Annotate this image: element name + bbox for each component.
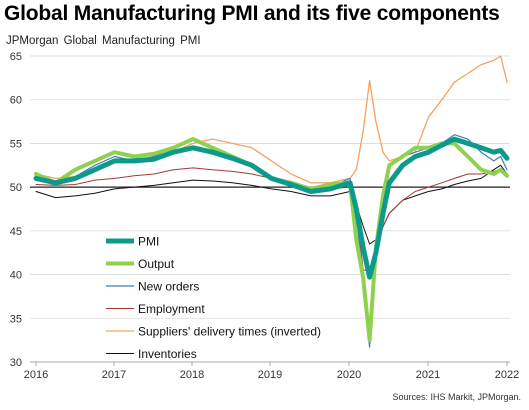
- legend-label-suppliers-delivery-times-inverted: Suppliers' delivery times (inverted): [138, 325, 321, 339]
- legend-label-inventories: Inventories: [138, 347, 197, 361]
- grid-layer: [30, 56, 510, 362]
- y-tick-label: 45: [10, 226, 22, 238]
- y-tick-label: 55: [10, 138, 22, 150]
- legend-label-output: Output: [138, 257, 175, 271]
- x-tick-label: 2020: [337, 369, 361, 381]
- y-tick-label: 35: [10, 313, 22, 325]
- series-line-employment: [36, 168, 507, 270]
- y-tick-label: 30: [10, 357, 22, 369]
- x-tick-label: 2022: [495, 369, 519, 381]
- x-tick-label: 2017: [102, 369, 126, 381]
- x-tick-label: 2016: [24, 369, 48, 381]
- x-tick-label: 2018: [180, 369, 204, 381]
- y-tick-label: 40: [10, 270, 22, 282]
- y-tick-label: 50: [10, 182, 22, 194]
- legend-label-new-orders: New orders: [138, 280, 199, 294]
- legend-label-pmi: PMI: [138, 235, 159, 249]
- y-tick-label: 60: [10, 95, 22, 107]
- legend-label-employment: Employment: [138, 302, 205, 316]
- x-tick-label: 2021: [416, 369, 440, 381]
- x-tick-label: 2019: [258, 369, 282, 381]
- legend-layer: PMI Output New orders Employment Suppliers' …: [106, 235, 321, 362]
- source-note: Sources: IHS Markit, JPMorgan.: [392, 392, 521, 402]
- y-tick-label: 65: [10, 51, 22, 63]
